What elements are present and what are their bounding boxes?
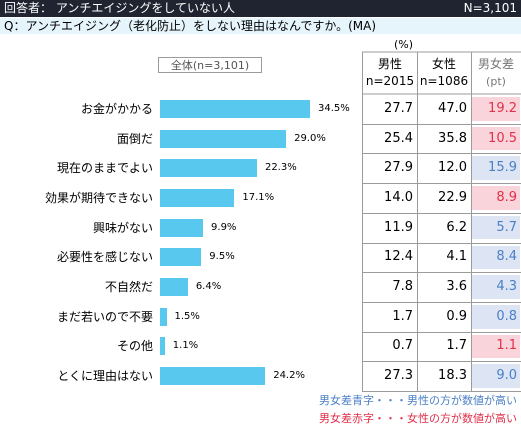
male-value-cell: 7.8 bbox=[392, 279, 413, 295]
female-header-label: 女性 bbox=[431, 57, 456, 71]
diff-cell-background bbox=[472, 275, 520, 299]
female-value-cell: 3.6 bbox=[446, 279, 467, 295]
diff-cell-background bbox=[472, 364, 520, 388]
bar bbox=[160, 278, 188, 297]
category-label: 必要性を感じない bbox=[56, 250, 153, 265]
male-value-cell: 11.9 bbox=[384, 219, 413, 235]
bar-value-label: 34.5% bbox=[318, 102, 350, 114]
female-value-cell: 47.0 bbox=[438, 100, 467, 116]
category-label: 不自然だ bbox=[104, 280, 153, 295]
category-label: まだ若いので不要 bbox=[56, 309, 153, 324]
legend-female-higher: 男女差赤字・・・女性の方が数値が高い bbox=[319, 412, 517, 425]
diff-cell-background bbox=[472, 304, 520, 329]
diff-value-cell: 15.9 bbox=[488, 160, 517, 176]
bar-value-label: 29.0% bbox=[294, 132, 326, 144]
diff-value-cell: 5.7 bbox=[496, 219, 517, 235]
female-sample-size: n=1086 bbox=[419, 74, 469, 88]
bar-value-label: 22.3% bbox=[264, 162, 297, 174]
male-sample-size: n=2015 bbox=[365, 74, 415, 88]
bar bbox=[160, 99, 310, 118]
diff-cell-background bbox=[472, 126, 520, 151]
category-label: 面倒だ bbox=[116, 131, 153, 146]
bar bbox=[160, 307, 167, 326]
header-bar: 回答者： アンチエイジングをしていない人 N=3,101 bbox=[0, 0, 521, 17]
male-column-header: 男性 n=2015 bbox=[363, 52, 417, 94]
diff-value-cell: 10.5 bbox=[488, 130, 517, 146]
question-text: Q：アンチエイジング（老化防止）をしない理由はなんですか。(MA) bbox=[4, 19, 377, 33]
diff-value-cell: 8.9 bbox=[496, 189, 517, 205]
diff-value-cell: 9.0 bbox=[496, 368, 517, 384]
diff-header-label: 男女差 bbox=[477, 57, 514, 71]
diff-unit-label: (pt) bbox=[486, 75, 506, 88]
male-value-cell: 27.7 bbox=[384, 100, 413, 116]
male-value-cell: 27.9 bbox=[384, 160, 413, 176]
respondents-label: 回答者： アンチエイジングをしていない人 bbox=[4, 1, 235, 15]
category-label: 興味がない bbox=[92, 220, 153, 235]
diff-cell-background bbox=[472, 156, 520, 181]
male-value-cell: 0.7 bbox=[392, 338, 413, 354]
bar bbox=[160, 159, 257, 178]
bar-value-label: 6.4% bbox=[195, 281, 222, 293]
bar bbox=[160, 367, 266, 386]
bar bbox=[160, 188, 235, 207]
bar-value-label: 24.2% bbox=[273, 370, 305, 382]
male-value-cell: 14.0 bbox=[384, 189, 413, 205]
female-column-header: 女性 n=1086 bbox=[417, 52, 471, 94]
male-value-cell: 25.4 bbox=[384, 130, 413, 146]
legend-male-higher: 男女差青字・・・男性の方が数値が高い bbox=[319, 394, 517, 407]
bar-value-label: 1.1% bbox=[172, 340, 199, 352]
diff-value-cell: 0.8 bbox=[496, 308, 517, 324]
category-label: とくに理由はない bbox=[57, 369, 153, 384]
diff-value-cell: 4.3 bbox=[496, 279, 517, 295]
diff-cell-background bbox=[472, 215, 520, 240]
category-label: お金がかかる bbox=[80, 101, 153, 116]
male-value-cell: 1.7 bbox=[392, 308, 413, 324]
male-value-cell: 12.4 bbox=[384, 249, 413, 265]
female-value-cell: 0.9 bbox=[446, 308, 467, 324]
female-value-cell: 4.1 bbox=[446, 249, 467, 265]
diff-value-cell: 19.2 bbox=[488, 100, 517, 116]
diff-value-cell: 1.1 bbox=[496, 338, 517, 354]
category-label: 現在のままでよい bbox=[56, 161, 153, 176]
question-bar: Q：アンチエイジング（老化防止）をしない理由はなんですか。(MA) bbox=[0, 18, 521, 34]
female-value-cell: 6.2 bbox=[446, 219, 467, 235]
diff-cell-background bbox=[472, 97, 520, 121]
diff-column-header: 男女差 (pt) bbox=[471, 52, 521, 94]
female-value-cell: 1.7 bbox=[446, 338, 467, 354]
bar bbox=[160, 218, 204, 237]
diff-cell-background bbox=[472, 245, 520, 270]
total-sample-label: 全体(n=3,101) bbox=[158, 57, 262, 73]
female-value-cell: 22.9 bbox=[438, 189, 467, 205]
bar bbox=[160, 129, 287, 148]
category-label: 効果が期待できない bbox=[44, 190, 153, 205]
male-header-label: 男性 bbox=[377, 57, 402, 71]
bar-value-label: 9.5% bbox=[209, 251, 235, 263]
female-value-cell: 12.0 bbox=[438, 160, 467, 176]
sample-size-label: N=3,101 bbox=[463, 1, 517, 15]
category-label: その他 bbox=[116, 339, 153, 354]
diff-value-cell: 8.4 bbox=[496, 249, 517, 265]
bar-value-label: 9.9% bbox=[211, 221, 237, 233]
table-unit-label: (%) bbox=[394, 38, 414, 51]
bar-value-label: 17.1% bbox=[242, 191, 275, 203]
bar-value-label: 1.5% bbox=[174, 310, 200, 322]
bar bbox=[160, 337, 165, 356]
diff-cell-background bbox=[472, 334, 520, 359]
female-value-cell: 35.8 bbox=[438, 130, 467, 146]
male-value-cell: 27.3 bbox=[384, 368, 413, 384]
bar bbox=[160, 248, 202, 267]
female-value-cell: 18.3 bbox=[438, 368, 467, 384]
diff-cell-background bbox=[472, 186, 520, 210]
